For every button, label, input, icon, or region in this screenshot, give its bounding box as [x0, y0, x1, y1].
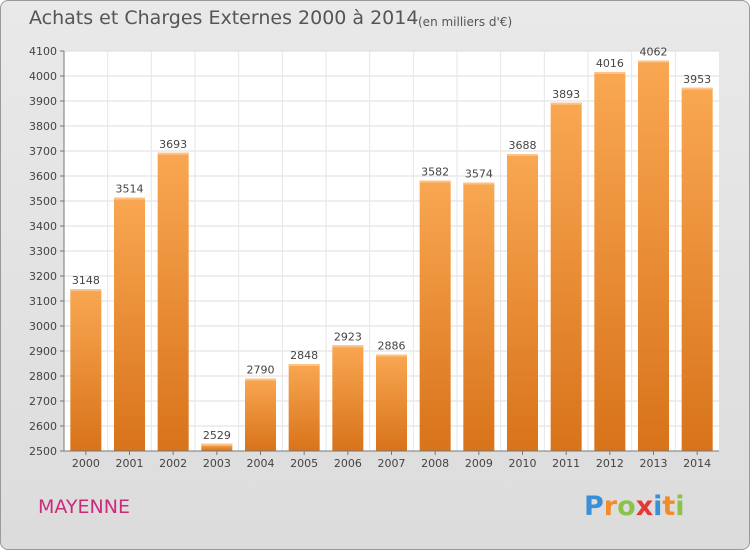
x-tick-label: 2003 — [203, 457, 231, 470]
data-label: 2886 — [378, 340, 406, 353]
bar-top-highlight — [114, 197, 145, 200]
bar-top-highlight — [245, 378, 276, 381]
bar-top-highlight — [332, 345, 364, 348]
bar-2013 — [638, 60, 669, 451]
data-label: 2529 — [203, 429, 231, 442]
proxiti-logo: Proxiti — [584, 491, 685, 522]
bar-top-highlight — [463, 182, 495, 185]
bar-top-highlight — [594, 72, 626, 74]
y-tick-label: 2800 — [29, 370, 57, 383]
bar-2002 — [157, 152, 189, 451]
y-tick-label: 3400 — [29, 220, 57, 233]
bar-2005 — [288, 364, 320, 451]
bar-2014 — [681, 87, 713, 451]
x-tick-label: 2010 — [509, 457, 537, 470]
y-tick-label: 2700 — [29, 395, 57, 408]
label-layer: 3148 3514 3693 2529 2790 2848 2923 2886 3582 3574… — [72, 46, 711, 442]
x-tick-label: 2006 — [334, 457, 362, 470]
bar-2003 — [201, 443, 233, 451]
axis-layer: 2500 2600 2700 2800 2900 3000 3100 3200 3300 3400… — [29, 45, 719, 470]
data-label: 4062 — [640, 46, 668, 59]
x-tick-label: 2007 — [378, 457, 406, 470]
bar-2004 — [245, 378, 276, 451]
chart-title: Achats et Charges Externes 2000 à 2014 — [29, 7, 419, 29]
x-tick-label: 2000 — [72, 457, 100, 470]
y-tick-label: 3000 — [29, 320, 57, 333]
data-label: 3953 — [683, 73, 711, 86]
bar-top-highlight — [201, 443, 233, 446]
y-tick-label: 4000 — [29, 70, 57, 83]
location-label: MAYENNE — [38, 496, 130, 518]
y-tick-label: 3900 — [29, 95, 57, 108]
y-tick-label: 2600 — [29, 420, 57, 433]
x-tick-label: 2001 — [116, 457, 144, 470]
bar-top-highlight — [507, 154, 538, 156]
logo-letter: x — [635, 491, 654, 522]
y-tick-label: 3200 — [29, 270, 57, 283]
logo-letter: o — [617, 491, 636, 522]
y-tick-label: 3100 — [29, 295, 57, 308]
x-tick-label: 2009 — [465, 457, 493, 470]
x-tick-label: 2012 — [596, 457, 624, 470]
logo-letter: r — [603, 491, 618, 522]
y-tick-label: 2900 — [29, 345, 57, 358]
chart-subtitle: (en milliers d'€) — [418, 15, 513, 29]
bar-top-highlight — [419, 180, 451, 183]
y-tick-label: 4100 — [29, 45, 57, 58]
bar-2010 — [507, 154, 538, 451]
data-label: 3688 — [509, 139, 537, 152]
logo-letter: i — [675, 491, 685, 522]
x-tick-label: 2005 — [290, 457, 318, 470]
bar-top-highlight — [288, 364, 320, 366]
bar-2007 — [376, 354, 407, 451]
y-tick-label: 3500 — [29, 195, 57, 208]
x-tick-label: 2011 — [552, 457, 580, 470]
bar-layer — [70, 60, 713, 451]
logo-letter: i — [653, 491, 663, 522]
bar-2012 — [594, 72, 626, 451]
bar-top-highlight — [550, 102, 582, 105]
data-label: 3574 — [465, 168, 493, 181]
bar-top-highlight — [70, 289, 102, 291]
data-label: 3582 — [421, 166, 449, 179]
bar-top-highlight — [157, 152, 189, 155]
x-tick-label: 2008 — [421, 457, 449, 470]
data-label: 2923 — [334, 330, 362, 343]
x-tick-label: 2002 — [159, 457, 187, 470]
y-tick-label: 3300 — [29, 245, 57, 258]
x-tick-label: 2013 — [640, 457, 668, 470]
x-tick-label: 2014 — [683, 457, 711, 470]
bar-2001 — [114, 197, 145, 451]
logo-letter: P — [584, 491, 604, 522]
data-label: 2848 — [290, 349, 318, 362]
y-tick-label: 3700 — [29, 145, 57, 158]
bar-2009 — [463, 182, 495, 451]
y-tick-label: 2500 — [29, 445, 57, 458]
x-tick-label: 2004 — [247, 457, 275, 470]
data-label: 4016 — [596, 57, 624, 70]
y-tick-label: 3600 — [29, 170, 57, 183]
data-label: 3148 — [72, 274, 100, 287]
data-label: 3693 — [159, 138, 187, 151]
bar-top-highlight — [638, 60, 669, 63]
bar-2000 — [70, 289, 102, 451]
bar-top-highlight — [376, 354, 407, 357]
logo-letter: t — [662, 491, 676, 522]
bar-2006 — [332, 345, 364, 451]
bar-2011 — [550, 102, 582, 451]
data-label: 3514 — [116, 183, 144, 196]
bar-2008 — [419, 180, 451, 451]
bar-top-highlight — [681, 87, 713, 90]
data-label: 2790 — [247, 364, 275, 377]
data-label: 3893 — [552, 88, 580, 101]
y-tick-label: 3800 — [29, 120, 57, 133]
